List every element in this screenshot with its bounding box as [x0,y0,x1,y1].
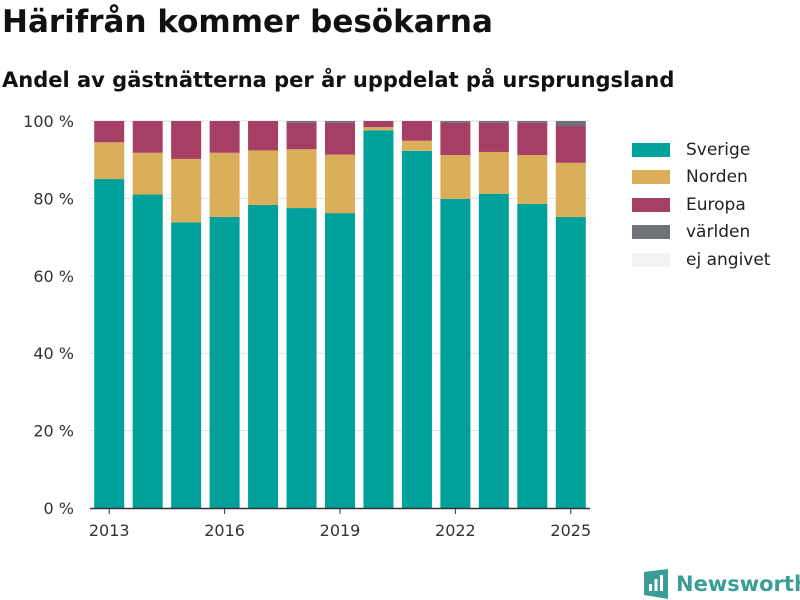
y-tick-label-0: 0 % [44,499,74,518]
bar-sverige-2022 [440,198,471,509]
newsworthy-logo: Newsworthy [644,569,800,599]
y-tick-label-20: 20 % [33,422,74,441]
bar-sverige-2014 [132,194,163,508]
bar-norden-2024 [517,155,548,204]
x-tick-label-2013: 2013 [89,521,130,540]
bar-sverige-2021 [401,150,432,508]
bar-europa-2016 [209,121,240,153]
x-tick-label-2022: 2022 [435,521,476,540]
bar-världen-2022 [440,121,471,123]
bar-europa-2014 [132,121,163,153]
bar-världen-2024 [517,121,548,123]
bar-sverige-2020 [363,130,394,508]
legend: Sverige Norden Europa världen ej angivet [632,136,770,274]
bar-sverige-2017 [248,204,279,508]
bar-norden-2019 [325,154,355,214]
bar-norden-2014 [132,152,163,195]
bar-europa-2020 [363,121,394,128]
legend-item-världen: världen [632,219,770,247]
bar-europa-2023 [478,122,509,152]
bar-sverige-2018 [286,208,317,508]
bar-norden-2020 [363,127,394,131]
bar-norden-2015 [171,158,202,223]
chart-title: Härifrån kommer besökarna [2,4,493,40]
bar-världen-2023 [478,121,509,123]
x-tick-label-2016: 2016 [204,521,245,540]
bar-norden-2013 [94,142,125,180]
bar-norden-2023 [478,151,509,194]
bar-sverige-2016 [209,216,240,508]
x-tick-label-2025: 2025 [550,521,591,540]
legend-swatch-norden [632,170,670,185]
bar-sverige-2023 [478,193,509,509]
legend-item-norden: Norden [632,164,770,192]
bar-europa-2022 [440,122,471,156]
bar-norden-2017 [248,150,279,205]
bar-sverige-2019 [325,213,355,508]
bar-europa-2017 [248,121,279,151]
bar-europa-2025 [555,126,586,163]
bar-norden-2016 [209,152,240,217]
bar-europa-2018 [286,122,317,150]
bar-världen-2025 [555,121,586,127]
bar-norden-2025 [555,162,586,217]
bar-sverige-2024 [517,203,548,508]
legend-label-norden: Norden [686,167,748,188]
bar-sverige-2013 [94,179,125,509]
bar-europa-2019 [325,122,355,155]
legend-swatch-världen [632,225,670,240]
bar-världen-2019 [325,121,355,123]
x-tick-label-2019: 2019 [320,521,361,540]
y-tick-label-60: 60 % [33,267,74,286]
bar-sverige-2025 [555,216,586,508]
bar-europa-2015 [171,121,202,159]
legend-item-europa: Europa [632,191,770,219]
legend-item-sverige: Sverige [632,136,770,164]
y-tick-label-100: 100 % [23,112,74,131]
legend-label-europa: Europa [686,194,746,215]
legend-swatch-sverige [632,142,670,157]
bar-europa-2021 [401,121,432,141]
legend-label-sverige: Sverige [686,139,751,160]
bar-världen-2018 [286,121,317,123]
legend-item-ej-angivet: ej angivet [632,246,770,274]
newsworthy-logo-icon [644,569,668,599]
y-tick-label-40: 40 % [33,344,74,363]
bar-europa-2024 [517,122,548,156]
legend-label-världen: världen [686,222,751,243]
legend-swatch-europa [632,197,670,212]
bar-sverige-2015 [171,222,202,509]
bar-norden-2018 [286,149,317,209]
chart-subtitle: Andel av gästnätterna per år uppdelat på… [2,68,675,92]
brand-name: Newsworthy [676,572,800,596]
legend-swatch-ej-angivet [632,252,670,267]
bar-europa-2013 [94,121,125,143]
legend-label-ej-angivet: ej angivet [686,249,771,270]
bar-norden-2021 [401,140,432,151]
y-tick-label-80: 80 % [33,189,74,208]
bar-norden-2022 [440,155,471,199]
